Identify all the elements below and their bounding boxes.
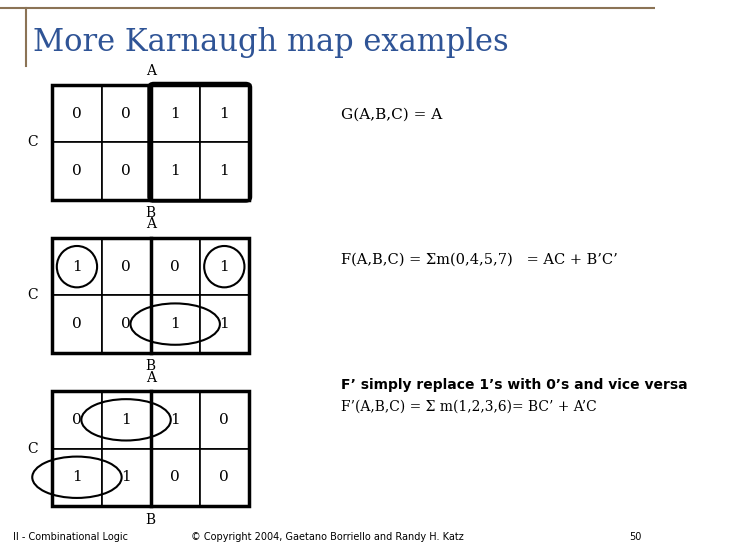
Text: B: B: [145, 513, 155, 527]
Text: 0: 0: [121, 107, 131, 120]
Bar: [53, 85, 249, 200]
Text: G(A,B,C) = A: G(A,B,C) = A: [341, 108, 442, 122]
Text: 1: 1: [121, 470, 131, 484]
Text: 0: 0: [220, 470, 229, 484]
Text: C: C: [27, 135, 38, 149]
Bar: [53, 238, 101, 295]
Text: 1: 1: [220, 317, 229, 331]
Text: 1: 1: [220, 164, 229, 178]
Text: 0: 0: [72, 413, 82, 427]
Bar: [150, 391, 200, 449]
Text: II - Combinational Logic: II - Combinational Logic: [13, 532, 128, 542]
Text: B: B: [145, 359, 155, 374]
Text: 0: 0: [121, 164, 131, 178]
Bar: [150, 142, 200, 200]
Text: 1: 1: [72, 260, 82, 274]
Text: 0: 0: [170, 470, 180, 484]
Bar: [200, 238, 249, 295]
Bar: [150, 238, 200, 295]
Text: 1: 1: [170, 413, 180, 427]
Bar: [200, 142, 249, 200]
Text: 1: 1: [220, 107, 229, 120]
Text: 0: 0: [72, 164, 82, 178]
Text: © Copyright 2004, Gaetano Borriello and Randy H. Katz: © Copyright 2004, Gaetano Borriello and …: [191, 532, 464, 542]
Bar: [200, 391, 249, 449]
Text: F’(A,B,C) = Σ m(1,2,3,6)= BC’ + A’C: F’(A,B,C) = Σ m(1,2,3,6)= BC’ + A’C: [341, 399, 596, 414]
Bar: [53, 142, 101, 200]
Text: F(A,B,C) = Σm(0,4,5,7)   = AC + B’C’: F(A,B,C) = Σm(0,4,5,7) = AC + B’C’: [341, 253, 618, 267]
Bar: [200, 85, 249, 142]
Text: C: C: [27, 441, 38, 456]
Bar: [53, 449, 101, 506]
Text: A: A: [146, 217, 155, 231]
Text: 0: 0: [121, 317, 131, 331]
Text: 0: 0: [72, 107, 82, 120]
Bar: [53, 238, 249, 353]
Bar: [53, 391, 101, 449]
Text: B: B: [145, 206, 155, 220]
Text: 1: 1: [220, 260, 229, 274]
Text: 0: 0: [170, 260, 180, 274]
Bar: [101, 391, 150, 449]
Bar: [101, 449, 150, 506]
Bar: [53, 85, 101, 142]
Text: A: A: [146, 370, 155, 385]
Bar: [53, 295, 101, 353]
Bar: [101, 142, 150, 200]
Bar: [150, 85, 200, 142]
Text: C: C: [27, 288, 38, 302]
Text: F’ simply replace 1’s with 0’s and vice versa: F’ simply replace 1’s with 0’s and vice …: [341, 377, 687, 392]
Bar: [101, 295, 150, 353]
Text: 0: 0: [72, 317, 82, 331]
Text: 1: 1: [121, 413, 131, 427]
Text: 0: 0: [121, 260, 131, 274]
Text: 1: 1: [170, 164, 180, 178]
Text: More Karnaugh map examples: More Karnaugh map examples: [33, 27, 509, 59]
Text: 1: 1: [170, 107, 180, 120]
Bar: [200, 295, 249, 353]
Bar: [101, 85, 150, 142]
Text: 1: 1: [72, 470, 82, 484]
Bar: [150, 295, 200, 353]
Text: 0: 0: [220, 413, 229, 427]
Text: 1: 1: [170, 317, 180, 331]
Bar: [101, 238, 150, 295]
Text: 50: 50: [629, 532, 642, 542]
Text: A: A: [146, 64, 155, 78]
Bar: [150, 449, 200, 506]
Bar: [200, 449, 249, 506]
Bar: [53, 391, 249, 506]
